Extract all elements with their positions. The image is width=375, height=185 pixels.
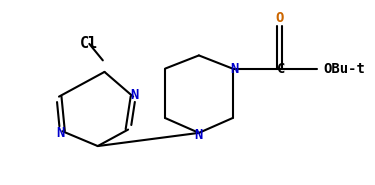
Text: N: N (56, 126, 64, 140)
Text: N: N (230, 62, 238, 76)
Text: C: C (277, 62, 286, 76)
Text: N: N (195, 127, 203, 142)
Text: OBu-t: OBu-t (324, 62, 366, 76)
Text: O: O (276, 11, 284, 25)
Text: Cl: Cl (80, 36, 99, 51)
Text: N: N (130, 88, 139, 102)
